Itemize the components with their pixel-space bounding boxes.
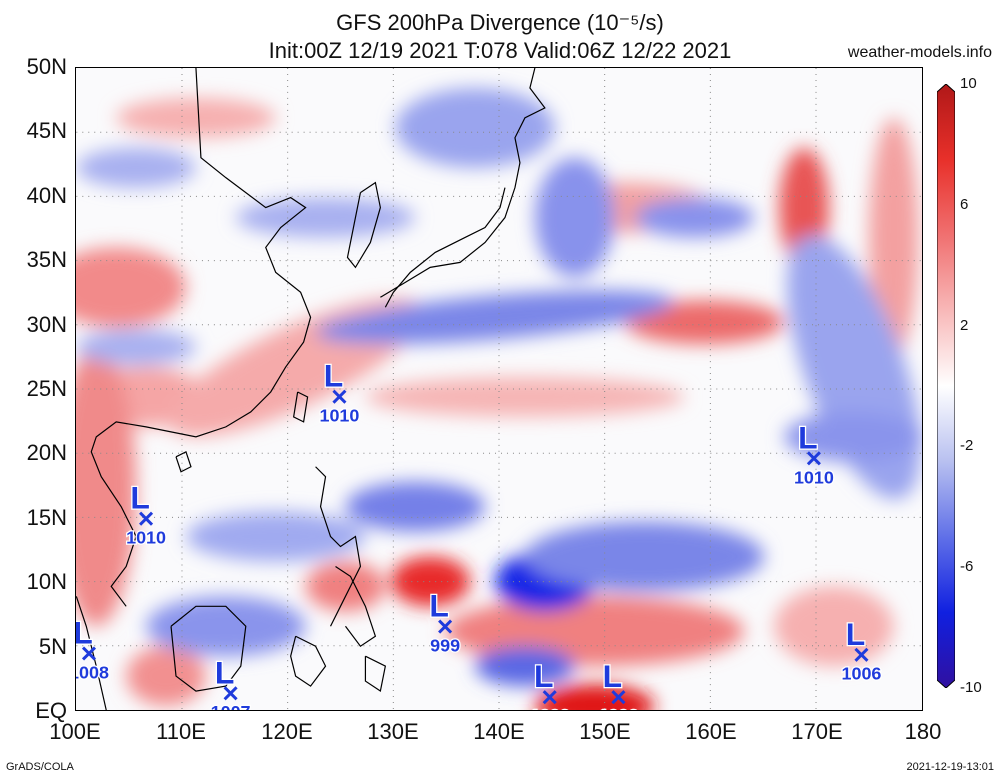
colorbar — [937, 84, 955, 688]
colorbar-tick-label: -10 — [960, 679, 982, 696]
colorbar-tick-label: -6 — [960, 558, 974, 576]
coastlines — [76, 68, 546, 710]
low-letter: L — [215, 654, 234, 690]
colorbar-tick-label: 6 — [960, 195, 969, 213]
latitude-label: 5N — [38, 633, 67, 659]
low-x-marker — [611, 690, 626, 705]
longitude-label: 170E — [791, 719, 843, 744]
low-x-marker — [806, 451, 821, 466]
low-x-marker — [854, 647, 869, 662]
low-pressure-value: 1006 — [841, 664, 881, 684]
longitude-label: 130E — [367, 719, 419, 744]
latitude-label: EQ — [35, 698, 67, 723]
colorbar-tick-label: -2 — [960, 437, 974, 455]
latitude-label: 45N — [26, 118, 67, 144]
low-pressure-center: L 1006 — [597, 657, 639, 711]
low-pressure-value: 1008 — [75, 662, 109, 682]
low-pressure-center: L 1010 — [793, 418, 835, 488]
colorbar-tick-label: 10 — [960, 75, 977, 92]
latitude-label: 50N — [26, 54, 67, 79]
low-letter: L — [603, 658, 622, 694]
longitude-label: 140E — [473, 719, 525, 744]
latitude-label: 25N — [26, 376, 67, 401]
divergence-field — [76, 87, 922, 710]
low-pressure-value: 1006 — [530, 706, 570, 711]
footer-timestamp: 2021-12-19-13:01 — [906, 761, 994, 773]
brand-label[interactable]: weather-models.info — [847, 44, 992, 61]
low-x-marker — [139, 511, 154, 526]
longitude-label: 100E — [49, 719, 101, 744]
low-x-marker — [223, 686, 238, 701]
low-x-marker — [542, 690, 557, 705]
footer-software: GrADS/COLA — [6, 761, 74, 773]
divergence-map: L1010L1010L1008L1007L999L1006L1006L1010L… — [75, 67, 923, 711]
latitude-label: 30N — [26, 311, 67, 337]
low-pressure-center: L 1008 — [75, 613, 110, 683]
low-pressure-center: L 1006 — [840, 615, 882, 685]
latitude-label: 10N — [26, 569, 67, 595]
low-pressure-markers: L1010L1010L1008L1007L999L1006L1006L1010L… — [75, 356, 883, 711]
low-letter: L — [846, 616, 865, 652]
low-letter: L — [130, 480, 149, 516]
longitude-label: 120E — [261, 719, 313, 744]
low-pressure-value: 1006 — [598, 706, 638, 711]
low-x-marker — [332, 389, 347, 404]
low-x-marker — [438, 619, 453, 634]
low-pressure-value: 1010 — [126, 528, 166, 548]
low-letter: L — [798, 419, 817, 455]
colorbar-scale — [937, 84, 955, 688]
longitude-label: 180 — [904, 719, 942, 744]
low-pressure-value: 1007 — [211, 702, 251, 711]
latitude-label: 40N — [26, 182, 67, 208]
chart-title: GFS 200hPa Divergence (10⁻⁵/s) — [336, 10, 664, 35]
low-pressure-center: L 1010 — [125, 478, 167, 548]
low-letter: L — [429, 588, 448, 624]
low-pressure-center: L 1010 — [318, 356, 360, 426]
low-pressure-center: L 1007 — [209, 653, 251, 711]
low-x-marker — [81, 646, 97, 661]
latitude-label: 20N — [26, 440, 67, 466]
latitude-label: 15N — [26, 504, 67, 530]
chart-subtitle: Init:00Z 12/19 2021 T:078 Valid:06Z 12/2… — [268, 38, 732, 63]
low-pressure-value: 1010 — [794, 467, 834, 487]
low-letter: L — [324, 358, 343, 394]
longitude-label: 150E — [579, 719, 631, 744]
low-pressure-value: 1010 — [319, 406, 359, 426]
low-pressure-center: L 1006 — [529, 657, 571, 711]
low-pressure-value: 999 — [430, 635, 460, 655]
latitude-label: 35N — [26, 247, 67, 273]
low-pressure-center: L 999 — [428, 586, 461, 656]
low-letter: L — [75, 615, 93, 651]
longitude-label: 160E — [685, 719, 737, 744]
longitude-label: 110E — [156, 719, 206, 744]
low-letter: L — [534, 658, 553, 694]
colorbar-tick-label: 2 — [960, 316, 969, 334]
